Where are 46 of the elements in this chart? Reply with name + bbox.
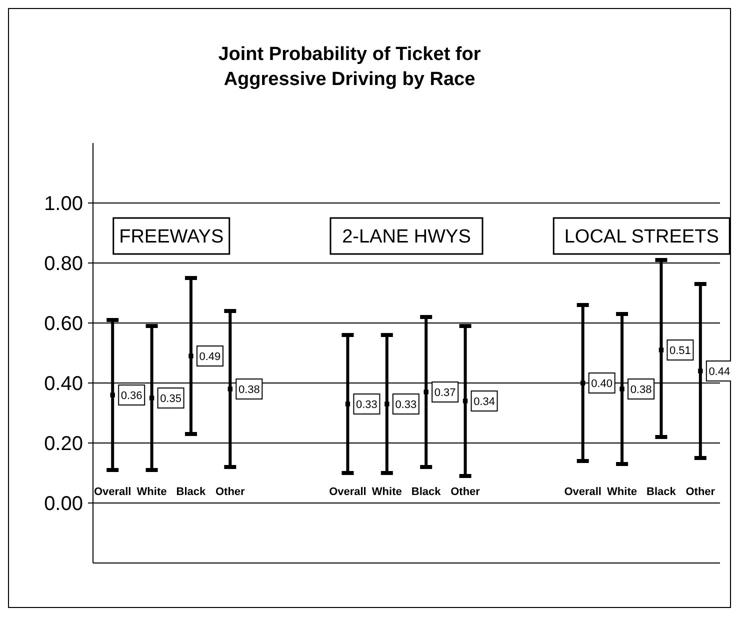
x-tick-label: Black [411,486,442,498]
data-label: 0.40 [591,378,613,390]
x-tick-label: Other [450,486,481,498]
x-tick-label: Overall [329,486,366,498]
point [384,402,390,406]
data-label: 0.38 [630,384,652,396]
x-tick-label: Overall [94,486,132,498]
point [620,386,624,392]
y-tick-label: 0.60 [44,313,83,335]
point [424,390,428,394]
point [149,396,154,400]
data-label: 0.38 [238,384,260,396]
annotation: LOCAL STREETS [564,226,719,248]
data-label: 0.44 [708,366,730,378]
x-tick-label: White [607,486,638,498]
y-tick-label: 0.00 [44,493,83,515]
x-tick-label: Other [215,486,246,498]
x-tick-label: Other [686,486,716,498]
chart-title: Joint Probability of Ticket for Aggressive Driving by Race [218,44,482,90]
x-tick-label: White [136,486,167,498]
y-tick-label: 0.80 [44,253,83,275]
annotation: 2-LANE HWYS [342,226,471,248]
point [110,392,115,398]
point [658,348,664,352]
data-label: 0.51 [670,344,691,357]
point [698,368,703,374]
data-label: 0.33 [395,398,417,411]
x-tick-label: Black [646,486,677,498]
y-tick-label: 1.00 [44,193,83,215]
data-label: 0.36 [120,390,142,402]
data-label: 0.34 [474,396,495,408]
y-tick-label: 0.20 [44,433,83,455]
data-label: 0.37 [434,386,456,399]
annotation: FREEWAYS [119,226,224,248]
data-label: 0.49 [199,350,221,363]
point [188,354,194,358]
point [462,398,468,404]
point [228,386,232,392]
x-tick-label: White [372,486,402,498]
point [345,402,350,406]
data-label: 0.33 [356,398,378,411]
data-label: 0.35 [160,392,182,405]
x-tick-label: Black [176,486,207,498]
y-tick-label: 0.40 [44,373,83,395]
point [580,380,586,386]
x-tick-label: Overall [564,486,602,498]
